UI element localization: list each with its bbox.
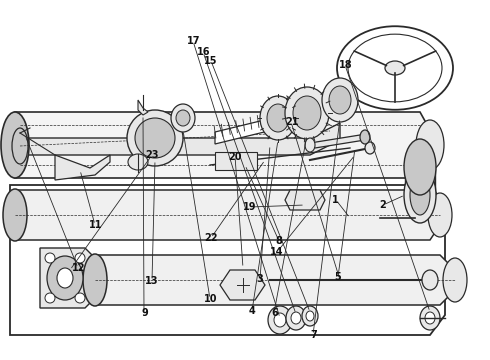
- Ellipse shape: [428, 193, 452, 237]
- Bar: [215, 152, 257, 170]
- Text: 13: 13: [145, 276, 159, 286]
- Ellipse shape: [171, 104, 195, 132]
- Polygon shape: [15, 190, 440, 240]
- Text: 1: 1: [332, 195, 339, 205]
- Text: 11: 11: [89, 220, 102, 230]
- Ellipse shape: [385, 61, 405, 75]
- Ellipse shape: [47, 256, 83, 300]
- Polygon shape: [40, 248, 95, 308]
- Polygon shape: [310, 135, 365, 148]
- Polygon shape: [285, 190, 325, 210]
- Ellipse shape: [293, 96, 321, 130]
- Text: 3: 3: [256, 274, 263, 284]
- Text: 8: 8: [276, 236, 283, 246]
- Ellipse shape: [329, 86, 351, 114]
- Text: 9: 9: [141, 308, 148, 318]
- Ellipse shape: [416, 120, 444, 170]
- Ellipse shape: [1, 112, 29, 178]
- Polygon shape: [20, 123, 340, 155]
- Ellipse shape: [302, 306, 318, 326]
- Text: 6: 6: [271, 308, 278, 318]
- Ellipse shape: [83, 254, 107, 306]
- Ellipse shape: [337, 26, 453, 110]
- Ellipse shape: [404, 139, 436, 195]
- Ellipse shape: [425, 312, 435, 324]
- Ellipse shape: [305, 138, 315, 152]
- Text: 23: 23: [145, 150, 159, 160]
- Bar: [405, 167, 435, 195]
- Ellipse shape: [322, 78, 358, 122]
- Text: 10: 10: [204, 294, 218, 304]
- Ellipse shape: [127, 110, 183, 166]
- Text: 4: 4: [249, 306, 256, 316]
- Ellipse shape: [306, 311, 314, 321]
- Ellipse shape: [75, 293, 85, 303]
- Ellipse shape: [45, 293, 55, 303]
- Text: 15: 15: [204, 56, 218, 66]
- Text: 16: 16: [196, 47, 210, 57]
- Text: 5: 5: [335, 272, 342, 282]
- Text: 21: 21: [285, 117, 298, 127]
- Text: 19: 19: [243, 202, 257, 212]
- Ellipse shape: [360, 130, 370, 144]
- Ellipse shape: [260, 96, 296, 140]
- Text: 17: 17: [187, 36, 200, 46]
- Polygon shape: [95, 255, 455, 305]
- Polygon shape: [220, 270, 265, 300]
- Ellipse shape: [348, 34, 442, 102]
- Ellipse shape: [420, 306, 440, 330]
- Ellipse shape: [291, 312, 301, 324]
- Ellipse shape: [410, 175, 430, 215]
- Polygon shape: [15, 112, 430, 178]
- Ellipse shape: [267, 104, 289, 132]
- Text: 2: 2: [379, 200, 386, 210]
- Polygon shape: [55, 155, 110, 180]
- Text: 22: 22: [204, 233, 218, 243]
- Ellipse shape: [57, 268, 73, 288]
- Polygon shape: [215, 104, 330, 144]
- Ellipse shape: [128, 154, 148, 170]
- Ellipse shape: [135, 118, 175, 158]
- Ellipse shape: [443, 258, 467, 302]
- Ellipse shape: [45, 253, 55, 263]
- Text: 20: 20: [228, 152, 242, 162]
- Ellipse shape: [274, 313, 286, 327]
- Text: 7: 7: [310, 330, 317, 340]
- Ellipse shape: [12, 128, 28, 164]
- Ellipse shape: [268, 306, 292, 334]
- Ellipse shape: [286, 306, 306, 330]
- Text: 12: 12: [72, 263, 85, 273]
- Ellipse shape: [285, 87, 329, 139]
- Ellipse shape: [3, 189, 27, 241]
- Text: 14: 14: [270, 247, 284, 257]
- Polygon shape: [138, 100, 148, 115]
- Ellipse shape: [422, 270, 438, 290]
- Ellipse shape: [176, 110, 190, 126]
- Ellipse shape: [365, 142, 375, 154]
- Text: 18: 18: [339, 60, 352, 70]
- Ellipse shape: [75, 253, 85, 263]
- Ellipse shape: [404, 167, 436, 223]
